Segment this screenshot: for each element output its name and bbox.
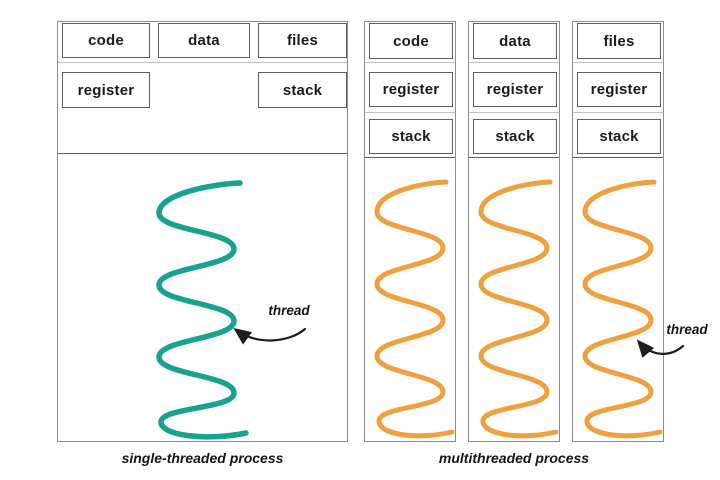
divider-line [573,112,663,113]
divider-line [58,153,347,154]
register-label: register [486,81,544,98]
register-box: register [62,72,150,108]
stack-label: stack [599,128,639,145]
divider-line [469,112,559,113]
stack-label: stack [391,128,431,145]
single-process-panel: code data files register stack [57,21,348,442]
stack-box: stack [577,119,661,154]
stack-box: stack [258,72,347,108]
divider-line [365,112,455,113]
multi-process-caption: multithreaded process [438,450,590,466]
data-box: data [158,23,250,58]
divider-line [573,62,663,63]
files-box: files [577,23,661,59]
stack-box: stack [473,119,557,154]
register-label: register [382,81,440,98]
register-box: register [369,72,453,107]
register-label: register [590,81,648,98]
code-label: code [393,32,429,50]
data-label: data [499,32,531,50]
files-label: files [603,32,635,50]
stack-label: stack [495,128,535,145]
code-box: code [62,23,150,58]
data-label: data [188,32,220,49]
divider-line [469,62,559,63]
thread-column-1: code register stack [364,21,456,442]
divider-line [573,157,663,158]
files-label: files [286,32,318,49]
code-label: code [88,32,124,49]
divider-line [469,157,559,158]
code-box: code [369,23,453,59]
stack-box: stack [369,119,453,154]
register-label: register [77,81,135,99]
divider-line [365,62,455,63]
register-box: register [473,72,557,107]
thread-column-2: data register stack [468,21,560,442]
divider-line [365,157,455,158]
stack-label: stack [282,81,323,99]
thread-label: thread [666,322,708,337]
register-box: register [577,72,661,107]
data-box: data [473,23,557,59]
thread-column-3: files register stack [572,21,664,442]
single-process-caption: single-threaded process [121,450,284,466]
files-box: files [258,23,347,58]
divider-line [58,62,347,63]
thread-label: thread [268,303,310,318]
